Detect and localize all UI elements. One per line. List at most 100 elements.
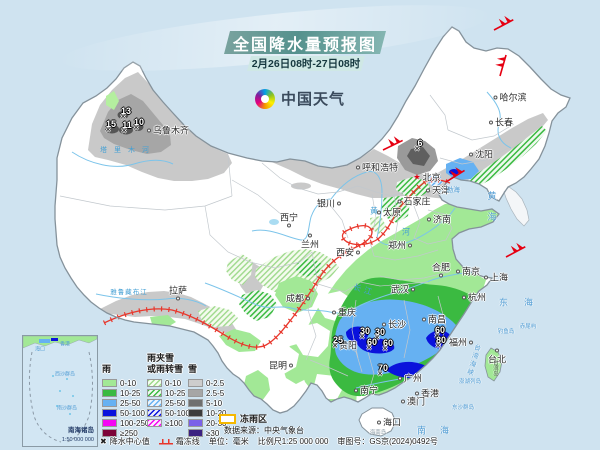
- city-dot-icon: [332, 343, 337, 347]
- city-dot-icon: [355, 165, 360, 169]
- precip-center-value: 80: [435, 335, 447, 345]
- city-name: 香港: [420, 388, 440, 399]
- city-dot-icon: [397, 376, 402, 380]
- inset-map: [22, 335, 98, 443]
- legend-range-label: 10-25: [165, 388, 186, 398]
- city-dot-icon: [461, 295, 466, 299]
- precip-center-value: 6: [417, 138, 423, 148]
- city-label-西宁: 西宁: [280, 211, 298, 228]
- city-dot-icon: [421, 317, 426, 321]
- city-name: 长春: [494, 117, 514, 128]
- city-name: 北京: [422, 172, 441, 183]
- legend-row: 10-25: [147, 388, 190, 398]
- city-label-昆明: 昆明: [269, 359, 294, 372]
- city-dot-icon: [175, 296, 180, 301]
- city-label-广州: 广州: [397, 372, 423, 385]
- precip-center-mark-icon: ✕: [105, 127, 111, 134]
- map-title: 全国降水量预报图: [232, 36, 377, 54]
- legend-header-rain: 雨: [102, 364, 112, 374]
- city-dot-icon: [376, 210, 381, 214]
- frost-line: [102, 177, 451, 350]
- legend-swatch: [188, 379, 203, 387]
- precip-center-value: 15: [105, 119, 117, 129]
- city-name: 乌鲁木齐: [152, 125, 190, 136]
- brand-row: 中国天气: [0, 88, 600, 109]
- city-label-沈阳: 沈阳: [468, 148, 493, 161]
- city-name: 广州: [403, 373, 423, 384]
- legend-range-label: ≥250: [120, 428, 138, 438]
- city-dot-icon: [483, 275, 488, 279]
- city-label-石家庄: 石家庄: [397, 195, 431, 208]
- city-label-乌鲁木齐: 乌鲁木齐: [146, 124, 190, 137]
- legend-row: 10-25: [102, 388, 149, 398]
- precip-center-mark-icon: ✕: [435, 343, 441, 350]
- legend-swatch: [188, 429, 203, 437]
- city-dot-icon: [397, 199, 402, 203]
- country-border: [54, 26, 571, 414]
- city-label-长春: 长春: [488, 116, 514, 129]
- legend-range-label: 20-30: [206, 418, 227, 428]
- city-label-天津: 天津: [425, 184, 450, 197]
- city-name: 合肥: [431, 262, 451, 273]
- city-dot-icon: [426, 217, 431, 221]
- precip-center-mark-icon: ✕: [414, 146, 420, 153]
- legend-swatch: [188, 389, 203, 397]
- precip-center-mark-icon: ✕: [359, 334, 365, 341]
- city-name: 杭州: [467, 292, 487, 303]
- city-name: 太原: [382, 207, 402, 218]
- city-dot-icon: [289, 363, 294, 367]
- inset-label: 西沙群岛: [54, 371, 76, 378]
- legend-swatch: [102, 419, 117, 427]
- city-label-澳门: 澳门: [400, 395, 426, 408]
- legend-swatch: [147, 379, 162, 387]
- legend-range-label: 10-20: [206, 408, 227, 418]
- city-dot-icon: [353, 388, 358, 392]
- city-label-福州: 福州: [449, 336, 474, 349]
- precip-center-value: 13: [120, 106, 132, 116]
- legend-swatch: [102, 379, 117, 387]
- city-dot-icon: [337, 201, 342, 205]
- city-label-西安: 西安: [336, 246, 361, 259]
- legend-swatch: [102, 429, 117, 437]
- city-dot-icon: [306, 296, 311, 300]
- city-dot-icon: [494, 348, 499, 353]
- precip-center-value: 25: [332, 335, 344, 345]
- legend-swatch: [147, 409, 162, 417]
- legend-column-rain: 雨 0-10 10-25 25-50 50-100 100-250 ≥250: [102, 349, 149, 438]
- legend-row: 2.5-5: [188, 388, 226, 398]
- city-dot-icon: [376, 420, 381, 424]
- city-name: 长沙: [387, 319, 407, 330]
- legend-range-label: 0-2.5: [206, 378, 225, 388]
- precip-center-value: 60: [366, 337, 378, 347]
- city-dot-icon: [307, 233, 312, 238]
- precip-zones: [59, 72, 548, 412]
- footer-note: 比例尺1:25 000 000: [258, 436, 329, 447]
- city-dot-icon: [356, 250, 361, 254]
- city-label-香港: 香港: [414, 387, 440, 400]
- legend-swatch: [147, 399, 162, 407]
- city-label-重庆: 重庆: [331, 306, 356, 319]
- legend-row: 0-2.5: [188, 378, 226, 388]
- city-name: 台北: [487, 354, 507, 365]
- korea-peninsula: [503, 186, 530, 227]
- legend-range-label: 10-25: [120, 388, 141, 398]
- city-dot-icon: [488, 120, 493, 124]
- city-dot-icon: [469, 340, 474, 344]
- legend-row: 10-20: [188, 408, 226, 418]
- city-label-太原: 太原: [376, 206, 402, 219]
- map-date-range: 2月26日08时-27日08时: [251, 58, 361, 70]
- legend-range-label: 2.5-5: [206, 388, 225, 398]
- city-dot-icon: [411, 287, 416, 291]
- city-label-济南: 济南: [426, 213, 451, 226]
- legend-row: 50-100: [102, 408, 149, 418]
- city-name: 澳门: [406, 396, 426, 407]
- precip-center-mark-icon: ✕: [374, 335, 380, 342]
- inset-label: 香港: [59, 341, 71, 348]
- legend-column-sleet: 雨夹雪 或雨转雪 0-10 10-25 25-50 50-100 ≥100: [147, 349, 190, 428]
- city-name: 海口: [382, 417, 402, 428]
- precip-center-value: 11: [122, 120, 132, 130]
- legend-row: ≥30: [188, 428, 226, 438]
- legend-swatch: [188, 419, 203, 427]
- precip-center-value: 70: [377, 363, 389, 373]
